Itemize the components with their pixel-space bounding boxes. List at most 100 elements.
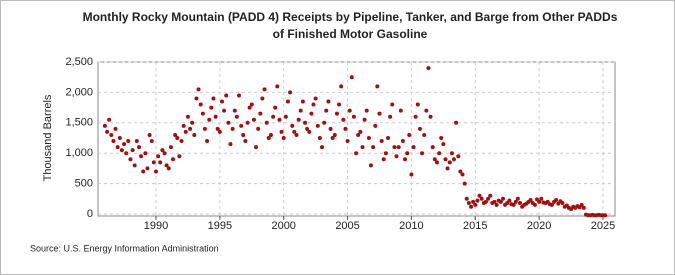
point [158, 160, 163, 165]
point [111, 139, 116, 144]
point [411, 145, 416, 150]
point [207, 117, 212, 122]
point [298, 108, 303, 113]
point [471, 199, 476, 204]
point [132, 163, 137, 168]
point [413, 114, 418, 119]
point [232, 108, 237, 113]
point [292, 129, 297, 134]
point [356, 132, 361, 137]
point [130, 148, 135, 153]
point [134, 139, 139, 144]
point [366, 136, 371, 140]
point [328, 126, 333, 131]
point [364, 108, 369, 113]
point [341, 117, 346, 122]
point [222, 108, 227, 113]
point [549, 202, 554, 207]
point [107, 117, 112, 122]
x-tick-label: 2020 [527, 220, 551, 232]
point [305, 126, 310, 131]
point [294, 132, 299, 137]
point [447, 160, 452, 165]
point [275, 84, 280, 89]
point [205, 139, 210, 144]
point [532, 202, 537, 207]
point [462, 181, 467, 186]
point [256, 126, 261, 131]
point [105, 129, 110, 134]
point [239, 123, 244, 128]
point [392, 145, 397, 150]
point [115, 145, 120, 150]
point [283, 114, 288, 119]
point [371, 145, 376, 150]
x-tick-label: 1990 [144, 220, 168, 232]
point [439, 136, 444, 140]
point [168, 145, 173, 150]
x-tick-label: 2015 [463, 220, 487, 232]
point [190, 120, 195, 125]
point [300, 99, 305, 104]
point [388, 114, 393, 119]
point [198, 102, 203, 107]
point [477, 193, 482, 198]
point [296, 117, 301, 122]
point [424, 108, 429, 113]
point [264, 120, 269, 125]
point [126, 139, 131, 144]
point [409, 172, 414, 177]
point [122, 142, 127, 147]
point [251, 117, 256, 122]
point [156, 154, 161, 159]
point [196, 87, 201, 92]
point [417, 126, 422, 131]
point [354, 151, 359, 156]
plot-area [97, 61, 616, 217]
point [500, 196, 505, 201]
point [149, 139, 154, 144]
y-tick-label: 2,000 [65, 86, 93, 98]
point [398, 108, 403, 113]
point [339, 84, 344, 89]
point [241, 132, 246, 137]
point [164, 163, 169, 168]
point [181, 123, 186, 128]
point [213, 114, 218, 119]
point [347, 108, 352, 113]
point [445, 166, 450, 171]
point [379, 139, 384, 144]
point [332, 132, 337, 137]
point [166, 166, 171, 171]
point [528, 198, 533, 203]
point [273, 105, 278, 110]
point [507, 198, 512, 203]
point [515, 196, 520, 201]
point [449, 151, 454, 156]
point [428, 114, 433, 119]
y-tick-label: 1,500 [65, 117, 93, 129]
x-tick-label: 2025 [591, 220, 615, 232]
point [141, 169, 146, 174]
point [311, 102, 316, 107]
point [324, 108, 329, 113]
point [360, 145, 365, 150]
point [330, 136, 335, 140]
point [464, 196, 469, 201]
point [475, 198, 480, 203]
point [145, 166, 150, 171]
point [479, 196, 484, 201]
point [173, 132, 178, 137]
point [260, 96, 265, 101]
point [456, 154, 461, 159]
point [537, 199, 542, 204]
point [405, 151, 410, 156]
point [102, 123, 107, 128]
point [266, 136, 271, 140]
point [136, 145, 141, 150]
point [253, 145, 258, 150]
point [224, 93, 229, 98]
point [358, 129, 363, 134]
point [441, 142, 446, 147]
